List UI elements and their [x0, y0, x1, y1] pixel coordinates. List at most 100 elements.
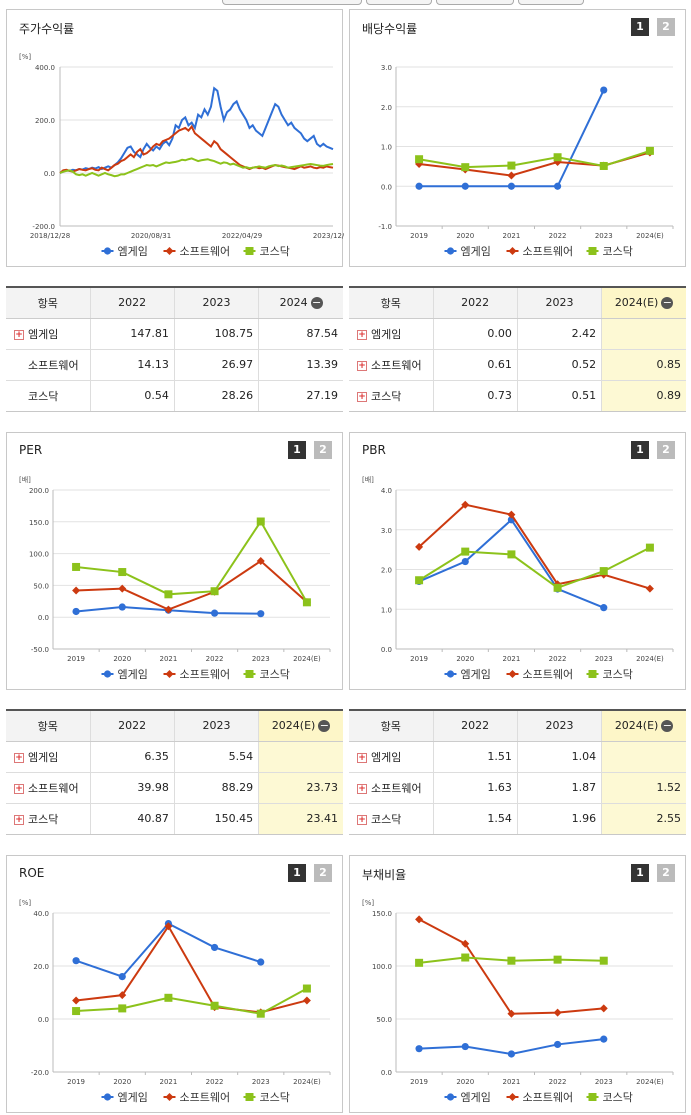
table-cell: 26.97 [173, 349, 259, 381]
dividend-yield-table: 항목 2022 2023 2024(E) − + 엠게임 0.00 2.42 + 소프트웨어 0.61… [349, 286, 686, 412]
expand-icon[interactable]: + [357, 329, 367, 340]
chart-view-2-button[interactable]: 2 [657, 18, 675, 36]
table-cell: 23.41 [258, 803, 343, 834]
x-tick-label: 2024(E) [636, 232, 664, 240]
table-cell: 87.54 [258, 318, 343, 350]
data-point [164, 605, 173, 614]
expand-icon[interactable]: + [357, 752, 367, 763]
table-cell: 147.81 [89, 318, 175, 350]
row-label-cell[interactable]: + 소프트웨어 [349, 772, 433, 804]
chart-view-1-button[interactable]: 1 [631, 864, 649, 882]
data-point [508, 1093, 517, 1101]
collapse-icon[interactable]: − [310, 296, 323, 310]
data-point [588, 247, 597, 255]
data-point [165, 1093, 174, 1101]
table-header-row: 항목 2022 2023 2024− [6, 288, 343, 319]
pbr-table: 항목 2022 2023 2024(E) − + 엠게임 1.51 1.04 + 소프트웨어 1.63… [349, 709, 686, 835]
x-tick-label: 2022 [206, 1078, 224, 1086]
data-table: 항목 2022 2023 2024(E) − + 엠게임 1.51 1.04 + 소프트웨어 1.63… [349, 711, 686, 834]
collapse-icon[interactable]: − [318, 719, 331, 733]
row-label-cell[interactable]: + 코스닥 [349, 380, 433, 411]
chart-view-1-button[interactable]: 1 [288, 441, 306, 459]
y-tick-label: 50.0 [376, 1016, 392, 1024]
table-header-cell: 항목 [6, 711, 90, 742]
x-tick-label: 2023 [595, 232, 613, 240]
collapse-icon[interactable]: − [661, 719, 674, 733]
chart-view-1-button[interactable]: 1 [631, 18, 649, 36]
row-label-cell[interactable]: + 엠게임 [349, 741, 433, 773]
expand-icon[interactable]: + [14, 814, 24, 825]
table-cell: 23.73 [258, 772, 343, 804]
x-tick-label: 2022 [549, 655, 567, 663]
x-tick-label: 2024(E) [293, 655, 321, 663]
expand-icon[interactable]: + [14, 329, 24, 340]
data-point [72, 1007, 81, 1016]
expand-icon[interactable]: + [357, 783, 367, 794]
expand-icon[interactable]: + [14, 752, 24, 763]
data-point [461, 1042, 469, 1051]
row-label-cell[interactable]: + 소프트웨어 [349, 349, 433, 381]
chart-view-2-button[interactable]: 2 [314, 864, 332, 882]
y-tick-label: 0.0 [38, 1016, 49, 1024]
y-tick-label: 1.0 [381, 606, 392, 614]
y-tick-label: -200.0 [32, 223, 55, 231]
legend-label: 소프트웨어 [180, 245, 231, 258]
roe-chart: [%]40.0 20.0 0.0 -20.0 2019 2020 2021 2022 2023 2… [19, 899, 331, 1104]
toolbar-button[interactable] [436, 0, 514, 5]
table-header-cell: 2022 [89, 711, 175, 742]
data-point [302, 598, 311, 607]
panel-title: 배당수익률 [362, 22, 418, 36]
data-point [72, 957, 80, 965]
table-header-row: 항목 2022 2023 2024(E) − [6, 711, 343, 742]
toolbar-button[interactable] [518, 0, 584, 5]
data-point [553, 182, 562, 190]
toolbar-button[interactable] [366, 0, 432, 5]
x-tick-label: 2023 [252, 1078, 270, 1086]
data-point [553, 1040, 562, 1049]
expand-icon[interactable]: + [357, 391, 367, 402]
x-tick-label: 2019 [67, 1078, 85, 1086]
x-tick-label: 2020 [456, 655, 474, 663]
table-cell: 1.96 [516, 803, 602, 834]
row-label-cell[interactable]: + 엠게임 [349, 318, 433, 350]
table-header-row: 항목 2022 2023 2024(E) − [349, 288, 686, 319]
chart-view-1-button[interactable]: 1 [631, 441, 649, 459]
data-point [118, 991, 127, 1000]
collapse-icon[interactable]: − [661, 296, 674, 310]
data-point [164, 590, 173, 599]
data-point [507, 1050, 516, 1058]
data-point [118, 568, 127, 577]
data-point [507, 1009, 516, 1018]
expand-icon[interactable]: + [14, 783, 24, 794]
legend-label: 소프트웨어 [180, 1091, 231, 1104]
x-tick-label: 2020 [113, 655, 131, 663]
chart-view-2-button[interactable]: 2 [314, 441, 332, 459]
data-point [588, 1093, 597, 1101]
row-label-cell: 코스닥 [6, 380, 90, 411]
toolbar-button[interactable] [222, 0, 362, 5]
legend-label: 코스닥 [260, 1091, 290, 1104]
expand-icon[interactable]: + [357, 814, 367, 825]
y-tick-label: 200.0 [35, 117, 55, 125]
expand-icon[interactable]: + [357, 360, 367, 371]
panel-title: 부채비율 [362, 868, 407, 882]
data-point [461, 163, 470, 172]
x-tick-label: 2021 [503, 1078, 521, 1086]
row-label-cell[interactable]: + 소프트웨어 [6, 772, 90, 804]
row-label-cell[interactable]: + 엠게임 [6, 741, 90, 773]
x-tick-label: 2019 [67, 655, 85, 663]
legend-label: 엠게임 [118, 668, 148, 681]
chart-view-2-button[interactable]: 2 [657, 864, 675, 882]
row-label-cell[interactable]: + 엠게임 [6, 318, 90, 350]
table-cell: 14.13 [89, 349, 175, 381]
data-point [415, 182, 423, 190]
chart-view-1-button[interactable]: 1 [288, 864, 306, 882]
row-label-cell[interactable]: + 코스닥 [349, 803, 433, 834]
legend-label: 엠게임 [118, 245, 148, 258]
chart-view-2-button[interactable]: 2 [657, 441, 675, 459]
table-cell: 1.51 [432, 741, 518, 773]
table-cell: 27.19 [258, 380, 343, 411]
row-label-cell[interactable]: + 코스닥 [6, 803, 90, 834]
x-tick-label: 2018/12/28 [30, 232, 70, 240]
table-header-cell: 2023 [516, 711, 602, 742]
